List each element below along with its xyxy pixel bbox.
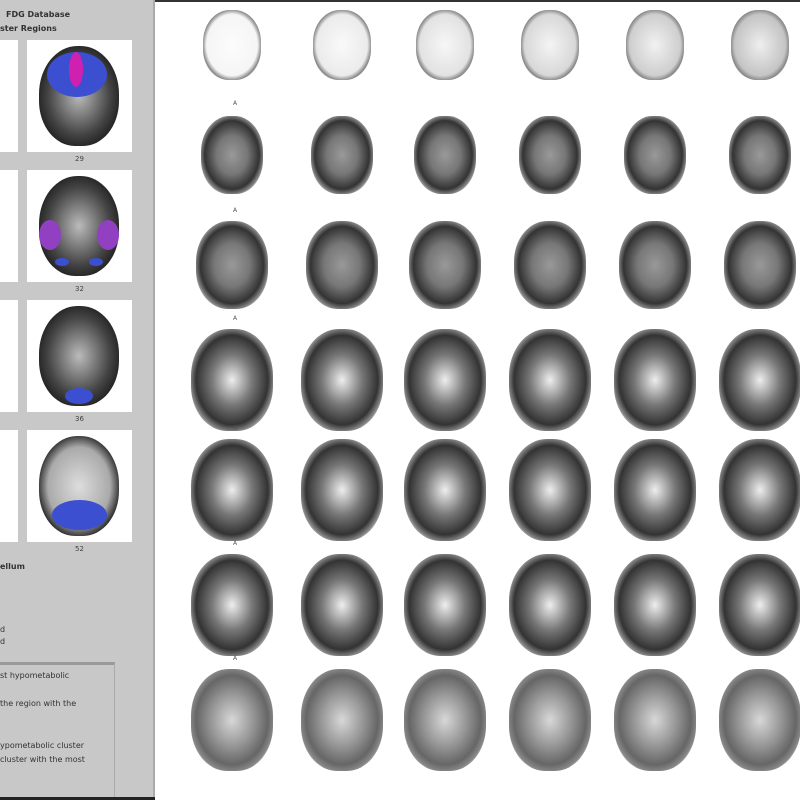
slice-number: 29 [75,155,84,163]
hypometabolic-cluster-overlay [89,258,103,266]
slice-number: 52 [75,545,84,553]
cluster-thumbnail[interactable] [27,40,132,152]
hypometabolic-cluster-overlay [65,388,93,404]
row-marker: A [233,100,238,107]
pet-slice[interactable] [404,669,486,771]
cluster-regions-panel: FDG Database ster Regions 29 32 36 52 ellum… [0,0,155,800]
pet-slice[interactable] [614,669,696,771]
top-border [0,0,800,2]
cluster-thumbnail[interactable] [27,170,132,282]
hypometabolic-cluster-overlay [97,220,119,250]
pet-slice[interactable] [301,439,383,541]
pet-slice[interactable] [306,221,378,309]
thumbnail-partial [0,300,18,412]
pet-slice[interactable] [201,116,263,194]
pet-slice[interactable] [509,554,591,656]
pet-slice[interactable] [719,554,800,656]
small-line: d [0,637,6,646]
pet-slice[interactable] [719,439,800,541]
panel-title-line2: ster Regions [0,24,57,33]
hypometabolic-cluster-overlay [55,258,69,266]
row-marker: A [233,655,238,662]
pet-slice[interactable] [416,10,474,80]
pet-slice[interactable] [729,116,791,194]
pet-slice[interactable] [724,221,796,309]
legend-line: st hypometabolic [0,671,70,680]
pet-slice[interactable] [301,329,383,431]
cluster-thumbnail[interactable] [27,300,132,412]
pet-slice[interactable] [191,329,273,431]
row-marker: A [233,540,238,547]
pet-slice[interactable] [414,116,476,194]
small-line: d [0,625,6,634]
pet-slice[interactable] [313,10,371,80]
hypometabolic-cluster-overlay [52,500,107,530]
legend-line: cluster with the most [0,755,85,764]
pet-slice[interactable] [509,669,591,771]
legend-line: ypometabolic cluster [0,741,85,750]
legend-box: st hypometabolic the region with the ypo… [0,662,115,798]
pet-slice[interactable] [626,10,684,80]
pet-slice[interactable] [719,329,800,431]
pet-slice[interactable] [614,329,696,431]
legend-line: the region with the [0,699,77,708]
row-marker: A [233,315,238,322]
pet-slice[interactable] [614,439,696,541]
hypometabolic-cluster-overlay [39,220,61,250]
pet-slice[interactable] [509,329,591,431]
pet-slice[interactable] [509,439,591,541]
pet-slice[interactable] [619,221,691,309]
panel-title-line1: FDG Database [6,10,71,19]
pet-slice[interactable] [404,329,486,431]
hypometabolic-cluster-overlay [69,52,83,87]
slice-number: 32 [75,285,84,293]
thumbnail-partial [0,430,18,542]
pet-slice[interactable] [521,10,579,80]
pet-slice[interactable] [731,10,789,80]
pet-slice[interactable] [614,554,696,656]
pet-slice[interactable] [624,116,686,194]
bottom-border [0,797,155,800]
section-label: ellum [0,562,25,571]
pet-slice[interactable] [196,221,268,309]
slice-number: 36 [75,415,84,423]
pet-slice[interactable] [519,116,581,194]
pet-slice[interactable] [311,116,373,194]
pet-slice[interactable] [191,439,273,541]
pet-slice[interactable] [719,669,800,771]
pet-slice[interactable] [301,554,383,656]
pet-slice[interactable] [191,554,273,656]
pet-slice[interactable] [301,669,383,771]
cluster-thumbnail[interactable] [27,430,132,542]
pet-slice[interactable] [514,221,586,309]
pet-slice[interactable] [409,221,481,309]
pet-slice[interactable] [404,439,486,541]
thumbnail-partial [0,170,18,282]
thumbnail-partial [0,40,18,152]
pet-slice[interactable] [191,669,273,771]
row-marker: A [233,425,238,432]
pet-slice[interactable] [404,554,486,656]
row-marker: A [233,207,238,214]
pet-slice[interactable] [203,10,261,80]
